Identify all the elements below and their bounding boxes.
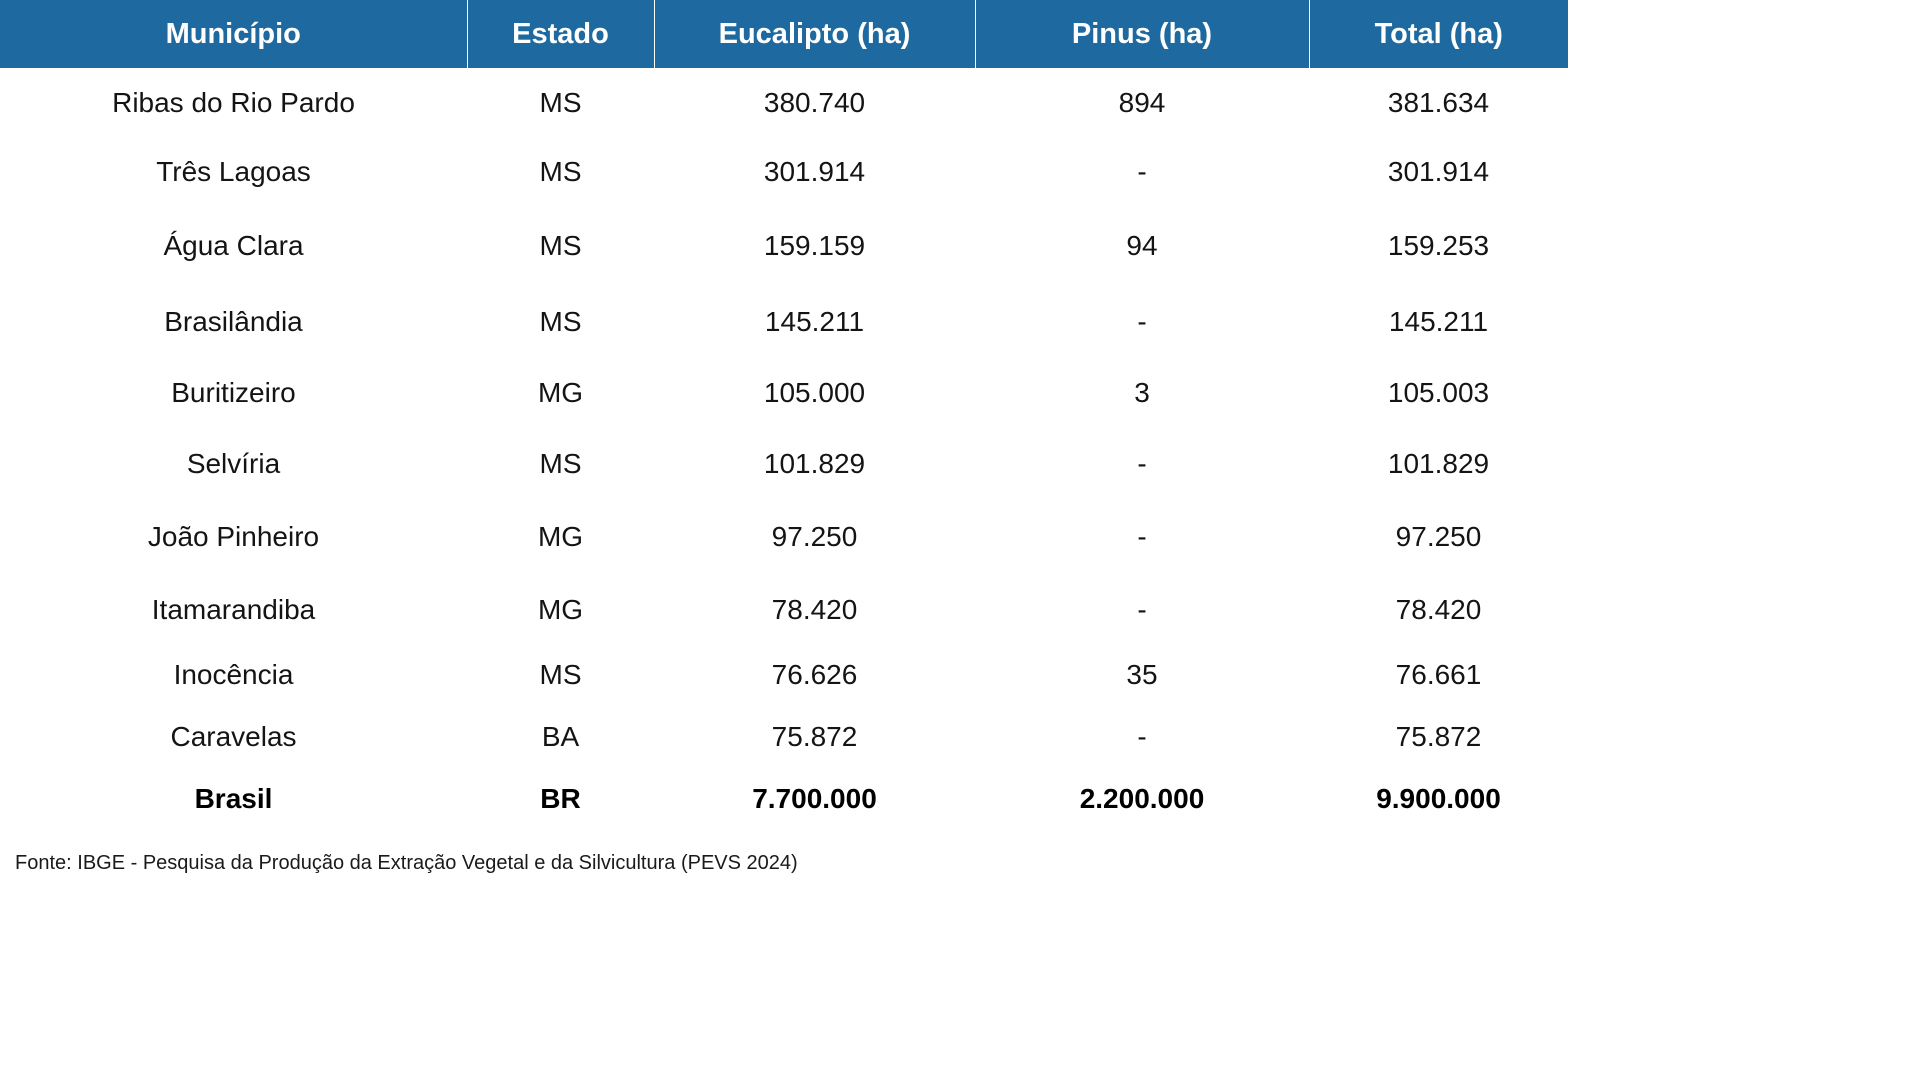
cell-eucalipto: 78.420 <box>771 594 858 625</box>
table-row: Itamarandiba MG 78.420 - 78.420 <box>0 574 1568 646</box>
header-row: Município Estado Eucalipto (ha) Pinus (h… <box>0 0 1568 68</box>
cell-municipio: Buritizeiro <box>171 377 296 408</box>
header-total: Total (ha) <box>1308 0 1568 68</box>
total-pinus: 2.200.000 <box>1079 783 1205 814</box>
cell-pinus: - <box>1137 156 1147 187</box>
cell-total: 101.829 <box>1387 448 1490 479</box>
cell-estado: BA <box>541 721 580 752</box>
total-municipio: Brasil <box>194 783 273 814</box>
cell-estado: MG <box>537 594 584 625</box>
total-total: 9.900.000 <box>1376 783 1501 814</box>
cell-municipio: Inocência <box>173 659 294 690</box>
cell-eucalipto: 159.159 <box>763 230 866 261</box>
table-row: Água Clara MS 159.159 94 159.253 <box>0 206 1568 286</box>
cell-estado: MS <box>539 230 582 261</box>
cell-total: 76.661 <box>1395 659 1482 690</box>
cell-municipio: Ribas do Rio Pardo <box>112 87 355 118</box>
cell-pinus: 894 <box>1118 87 1166 118</box>
data-table: Município Estado Eucalipto (ha) Pinus (h… <box>0 0 1568 828</box>
cell-total: 381.634 <box>1387 87 1490 118</box>
cell-pinus: 3 <box>1134 377 1150 408</box>
cell-municipio: João Pinheiro <box>147 521 320 552</box>
cell-municipio: Selvíria <box>186 448 281 479</box>
cell-total: 145.211 <box>1388 306 1489 337</box>
cell-eucalipto: 301.914 <box>763 156 866 187</box>
source-note: Fonte: IBGE - Pesquisa da Produção da Ex… <box>15 852 798 874</box>
cell-eucalipto: 101.829 <box>763 448 866 479</box>
total-row: Brasil BR 7.700.000 2.200.000 9.900.000 <box>0 770 1568 828</box>
cell-municipio: Itamarandiba <box>151 594 316 625</box>
cell-municipio: Três Lagoas <box>156 156 311 187</box>
cell-eucalipto: 105.000 <box>763 377 866 408</box>
cell-estado: MS <box>539 156 582 187</box>
cell-estado: MG <box>537 521 584 552</box>
cell-total: 75.872 <box>1395 721 1482 752</box>
page: Município Estado Eucalipto (ha) Pinus (h… <box>0 0 1568 874</box>
table-row: Três Lagoas MS 301.914 - 301.914 <box>0 138 1568 206</box>
cell-eucalipto: 380.740 <box>763 87 866 118</box>
cell-eucalipto: 76.626 <box>771 659 858 690</box>
table-row: João Pinheiro MG 97.250 - 97.250 <box>0 500 1568 574</box>
header-pinus: Pinus (ha) <box>974 0 1309 68</box>
table-row: Ribas do Rio Pardo MS 380.740 894 381.63… <box>0 68 1568 138</box>
cell-eucalipto: 75.872 <box>771 721 858 752</box>
cell-municipio: Água Clara <box>163 230 304 261</box>
header-estado: Estado <box>466 0 654 68</box>
cell-municipio: Caravelas <box>170 721 297 752</box>
table-row: Inocência MS 76.626 35 76.661 <box>0 646 1568 704</box>
table-row: Brasilândia MS 145.211 - 145.211 <box>0 286 1568 358</box>
cell-pinus: - <box>1137 521 1147 552</box>
cell-pinus: 35 <box>1126 659 1158 690</box>
table-header: Município Estado Eucalipto (ha) Pinus (h… <box>0 0 1568 68</box>
table-body: Ribas do Rio Pardo MS 380.740 894 381.63… <box>0 68 1568 828</box>
cell-pinus: - <box>1137 594 1147 625</box>
cell-total: 301.914 <box>1387 156 1490 187</box>
cell-eucalipto: 97.250 <box>771 521 858 552</box>
total-eucalipto: 7.700.000 <box>752 783 877 814</box>
cell-estado: MS <box>539 306 582 337</box>
header-eucalipto: Eucalipto (ha) <box>653 0 975 68</box>
cell-total: 105.003 <box>1387 377 1490 408</box>
total-estado: BR <box>540 783 581 814</box>
cell-estado: MG <box>537 377 584 408</box>
cell-estado: MS <box>539 659 582 690</box>
cell-total: 159.253 <box>1387 230 1490 261</box>
table-row: Selvíria MS 101.829 - 101.829 <box>0 428 1568 500</box>
table-row: Buritizeiro MG 105.000 3 105.003 <box>0 358 1568 428</box>
cell-estado: MS <box>539 87 582 118</box>
cell-eucalipto: 145.211 <box>764 306 865 337</box>
header-municipio: Município <box>0 0 467 68</box>
cell-municipio: Brasilândia <box>164 306 303 337</box>
cell-pinus: - <box>1137 721 1147 752</box>
cell-total: 97.250 <box>1395 521 1482 552</box>
table-row: Caravelas BA 75.872 - 75.872 <box>0 704 1568 770</box>
cell-pinus: - <box>1137 306 1147 337</box>
cell-estado: MS <box>539 448 582 479</box>
cell-total: 78.420 <box>1395 594 1482 625</box>
cell-pinus: 94 <box>1126 230 1158 261</box>
cell-pinus: - <box>1137 448 1147 479</box>
